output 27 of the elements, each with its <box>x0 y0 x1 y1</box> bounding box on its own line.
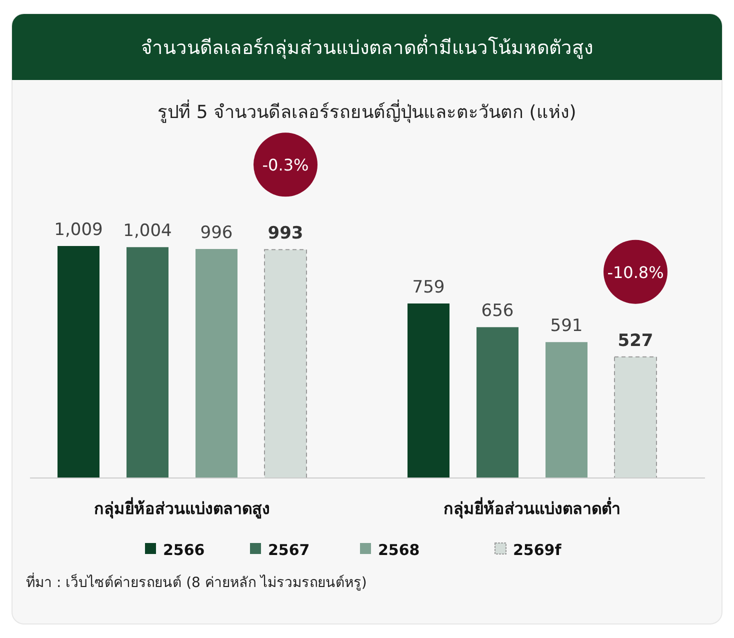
data-label: 759 <box>412 277 445 298</box>
data-label: 527 <box>618 330 654 351</box>
chart-subtitle: รูปที่ 5 จำนวนดีลเลอร์รถยนต์ญี่ปุ่นและตะวันตก (แห่ง) <box>158 99 576 123</box>
bar <box>126 247 168 478</box>
bar <box>264 249 307 478</box>
bar <box>408 303 450 478</box>
data-label: 1,004 <box>123 221 172 242</box>
bar <box>546 342 588 478</box>
legend-label: 2569f <box>513 541 562 559</box>
legend-label: 2566 <box>163 541 205 559</box>
data-label: 996 <box>200 222 233 243</box>
bar <box>614 356 657 478</box>
data-label: 1,009 <box>54 220 103 240</box>
x-tick-label: กลุ่มยี่ห้อส่วนแบ่งตลาดต่ำ <box>444 497 620 519</box>
text: ที่มา : เว็บไซต์ค่ายรถยนต์ (8 ค่ายหลัก ไม่รวมรถยนต์หรู) <box>26 573 367 591</box>
x-tick-label: กลุ่มยี่ห้อส่วนแบ่งตลาดสูง <box>94 497 270 520</box>
annotation: -10.8% <box>607 262 664 282</box>
data-label: 656 <box>481 301 514 322</box>
bar <box>196 248 238 478</box>
bar <box>476 327 518 478</box>
data-label: 993 <box>268 224 304 244</box>
legend-label: 2567 <box>268 541 310 559</box>
data-label: 591 <box>550 316 583 336</box>
text: -0.3% <box>262 156 309 175</box>
chart-title: จำนวนดีลเลอร์กลุ่มส่วนแบ่งตลาดต่ำมีแนวโน้มหดตัวสูง <box>141 34 593 60</box>
legend-label: 2568 <box>378 541 420 559</box>
bar <box>58 246 100 478</box>
